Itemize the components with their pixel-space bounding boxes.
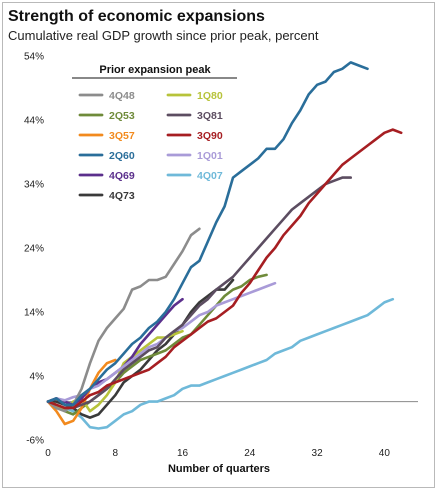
x-tick-label: 32 — [312, 448, 324, 459]
y-tick-label: 4% — [30, 372, 45, 383]
x-tick-label: 8 — [112, 448, 118, 459]
series-line-3q90 — [46, 128, 403, 410]
legend-label-1q80: 1Q80 — [197, 90, 223, 102]
chart-title: Strength of economic expansions — [8, 8, 265, 25]
series-line-2q60 — [46, 61, 369, 407]
x-tick-label: 0 — [45, 448, 51, 459]
legend: Prior expansion peak 4Q48 1Q80 2Q53 3Q81 3Q57… — [72, 64, 237, 202]
legend-label-4q48: 4Q48 — [109, 90, 135, 102]
legend-label-2q60: 2Q60 — [109, 150, 135, 162]
y-tick-label: 14% — [24, 308, 44, 319]
series-line-4q07 — [46, 297, 395, 430]
legend-label-3q57: 3Q57 — [109, 130, 135, 142]
legend-label-4q69: 4Q69 — [109, 170, 135, 182]
axes: 54% 44% 34% 24% 14% 4% -6%0 8 16 24 32 40 — [24, 52, 418, 459]
legend-label-4q73: 4Q73 — [109, 190, 135, 202]
legend-label-3q81: 3Q81 — [197, 110, 223, 122]
x-axis-label: Number of quarters — [168, 463, 270, 475]
series-line-3q57 — [46, 358, 117, 426]
series-line-2q53 — [46, 273, 268, 416]
legend-label-1q01: 1Q01 — [197, 150, 223, 162]
y-tick-label: 44% — [24, 116, 44, 127]
legend-label-4q07: 4Q07 — [197, 170, 223, 182]
series-line-3q81 — [46, 176, 353, 410]
y-tick-label: -6% — [26, 436, 44, 447]
chart-frame — [2, 2, 435, 488]
legend-label-3q90: 3Q90 — [197, 130, 223, 142]
x-tick-label: 16 — [177, 448, 189, 459]
chart-subtitle: Cumulative real GDP growth since prior p… — [8, 28, 319, 43]
x-tick-label: 24 — [244, 448, 256, 459]
series-layer — [46, 61, 403, 430]
y-tick-label: 24% — [24, 244, 44, 255]
y-tick-label: 34% — [24, 180, 44, 191]
legend-label-2q53: 2Q53 — [109, 110, 135, 122]
y-tick-label: 54% — [24, 52, 44, 63]
x-tick-label: 40 — [379, 448, 391, 459]
legend-title: Prior expansion peak — [99, 64, 211, 76]
